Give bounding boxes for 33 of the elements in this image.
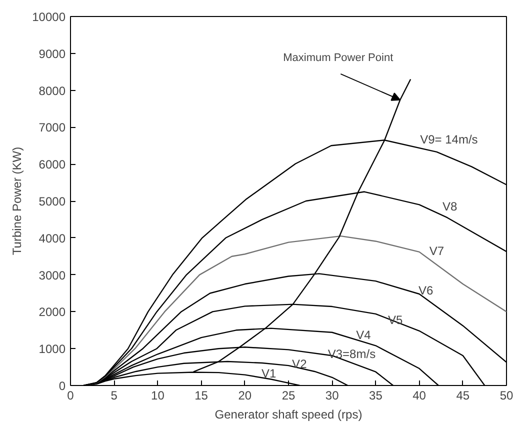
y-tick-label: 7000	[38, 120, 66, 135]
x-tick-label: 10	[151, 388, 165, 402]
x-tick-label: 20	[238, 388, 252, 402]
y-tick-label: 9000	[38, 46, 66, 61]
y-tick-label: 10000	[32, 10, 66, 24]
series-label: V2	[292, 357, 308, 372]
x-tick-label: 0	[67, 388, 74, 402]
y-tick-label: 6000	[38, 158, 66, 172]
x-tick-label: 35	[369, 388, 383, 402]
y-tick-label: 0	[58, 379, 66, 393]
y-axis-title: Turbine Power (KW)	[10, 146, 24, 256]
series-label: V3=8m/s	[328, 347, 376, 362]
annotation: Maximum Power Point	[283, 52, 394, 64]
x-tick-label: 25	[282, 388, 296, 402]
x-tick-label: 40	[412, 388, 426, 402]
y-tick-label: 4000	[38, 231, 66, 246]
series-label: V8	[442, 200, 458, 214]
x-tick-label: 45	[456, 388, 470, 402]
x-tick-label: 50	[500, 388, 514, 402]
y-tick-label: 1000	[38, 342, 66, 356]
x-tick-label: 15	[194, 388, 208, 402]
series-label: V6	[418, 283, 434, 298]
x-tick-label: 5	[110, 388, 118, 402]
y-tick-label: 8000	[38, 84, 66, 98]
y-tick-label: 2000	[38, 305, 66, 320]
x-axis-title: Generator shaft speed (rps)	[214, 408, 362, 422]
series-label: V9= 14m/s	[420, 132, 478, 147]
x-tick-label: 30	[325, 388, 340, 402]
series-label: V4	[356, 328, 372, 342]
series-label: V7	[429, 244, 444, 258]
y-tick-label: 5000	[38, 194, 66, 208]
y-tick-label: 3000	[38, 268, 66, 282]
series-label: V1	[262, 366, 277, 381]
